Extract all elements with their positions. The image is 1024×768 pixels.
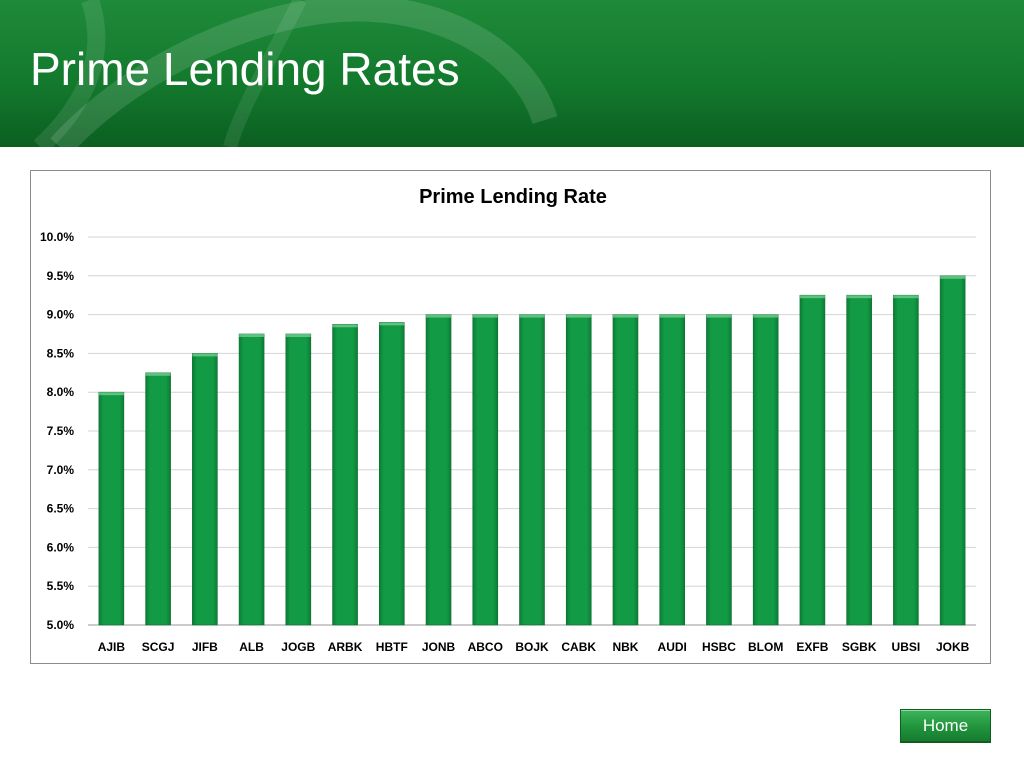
- slide-header: Prime Lending Rates: [0, 0, 1024, 147]
- chart-title: Prime Lending Rate: [419, 186, 607, 208]
- bar-highlight: [145, 372, 171, 376]
- bar-highlight: [332, 324, 358, 328]
- bar-ubsi: [893, 294, 919, 626]
- x-tick-label: AJIB: [98, 640, 126, 654]
- bar-arbk: [332, 323, 358, 626]
- x-tick-label: JOGB: [281, 640, 315, 654]
- bar-highlight: [612, 314, 638, 318]
- bar-exfb: [799, 294, 826, 626]
- header-swirl-decoration: [33, 0, 558, 147]
- y-tick-label: 6.5%: [47, 502, 75, 516]
- bar-abco: [472, 314, 499, 626]
- bar-highlight: [379, 322, 405, 326]
- bar-highlight: [706, 314, 732, 318]
- x-tick-label: SGBK: [842, 640, 877, 654]
- bar-jokb: [939, 275, 966, 626]
- bar-jogb: [285, 333, 312, 626]
- x-tick-label: BOJK: [515, 640, 549, 654]
- x-tick-label: BLOM: [748, 640, 783, 654]
- bar-highlight: [472, 314, 498, 318]
- bar-highlight: [659, 314, 685, 318]
- slide-title: Prime Lending Rates: [30, 43, 460, 95]
- y-tick-label: 8.0%: [47, 385, 75, 399]
- bar-blom: [752, 314, 779, 626]
- bar-nbk: [612, 314, 639, 626]
- x-tick-label: HBTF: [376, 640, 408, 654]
- bar-scgj: [145, 372, 171, 626]
- bar-highlight: [192, 353, 218, 357]
- bar-highlight: [285, 334, 311, 337]
- x-tick-label: ABCO: [468, 640, 503, 654]
- bar-highlight: [98, 392, 124, 396]
- bar-highlight: [426, 314, 452, 318]
- y-tick-label: 7.5%: [47, 424, 75, 438]
- x-tick-label: ALB: [239, 640, 264, 654]
- bar-highlight: [239, 334, 265, 337]
- y-tick-label: 5.0%: [47, 618, 75, 632]
- x-tick-label: SCGJ: [142, 640, 175, 654]
- bar-jonb: [425, 314, 452, 626]
- bar-highlight: [799, 295, 825, 299]
- x-tick-label: HSBC: [702, 640, 736, 654]
- bar-sgbk: [846, 294, 872, 626]
- x-tick-label: ARBK: [328, 640, 363, 654]
- bar-cabk: [565, 314, 592, 626]
- x-tick-label: JOKB: [936, 640, 970, 654]
- bar-hbtf: [378, 322, 405, 626]
- y-tick-label: 10.0%: [40, 230, 74, 244]
- bar-audi: [659, 314, 686, 626]
- x-tick-label: JONB: [422, 640, 456, 654]
- y-tick-label: 5.5%: [47, 579, 75, 593]
- x-tick-label: UBSI: [892, 640, 921, 654]
- x-tick-label: EXFB: [796, 640, 828, 654]
- bar-jifb: [192, 353, 218, 626]
- bar-alb: [238, 333, 265, 626]
- y-tick-label: 8.5%: [47, 346, 75, 360]
- bar-highlight: [940, 275, 966, 279]
- bar-bojk: [519, 314, 545, 626]
- y-tick-label: 9.0%: [47, 308, 75, 322]
- y-tick-label: 7.0%: [47, 463, 75, 477]
- x-tick-label: AUDI: [658, 640, 687, 654]
- y-tick-label: 6.0%: [47, 540, 75, 554]
- x-tick-label: CABK: [561, 640, 596, 654]
- x-tick-label: NBK: [612, 640, 638, 654]
- bar-highlight: [519, 314, 545, 318]
- bar-highlight: [753, 314, 779, 318]
- chart-frame: [30, 170, 991, 664]
- bar-highlight: [893, 295, 919, 299]
- bar-hsbc: [706, 314, 732, 626]
- x-tick-label: JIFB: [192, 640, 218, 654]
- y-tick-label: 9.5%: [47, 269, 75, 283]
- home-button[interactable]: Home: [900, 709, 991, 743]
- bar-highlight: [566, 314, 592, 318]
- bar-ajib: [98, 391, 125, 626]
- bar-highlight: [846, 295, 872, 299]
